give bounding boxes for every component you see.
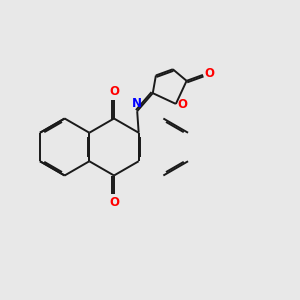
- Text: O: O: [109, 85, 119, 98]
- Text: N: N: [132, 97, 142, 110]
- Text: O: O: [109, 196, 119, 209]
- Text: O: O: [178, 98, 188, 111]
- Text: O: O: [205, 67, 215, 80]
